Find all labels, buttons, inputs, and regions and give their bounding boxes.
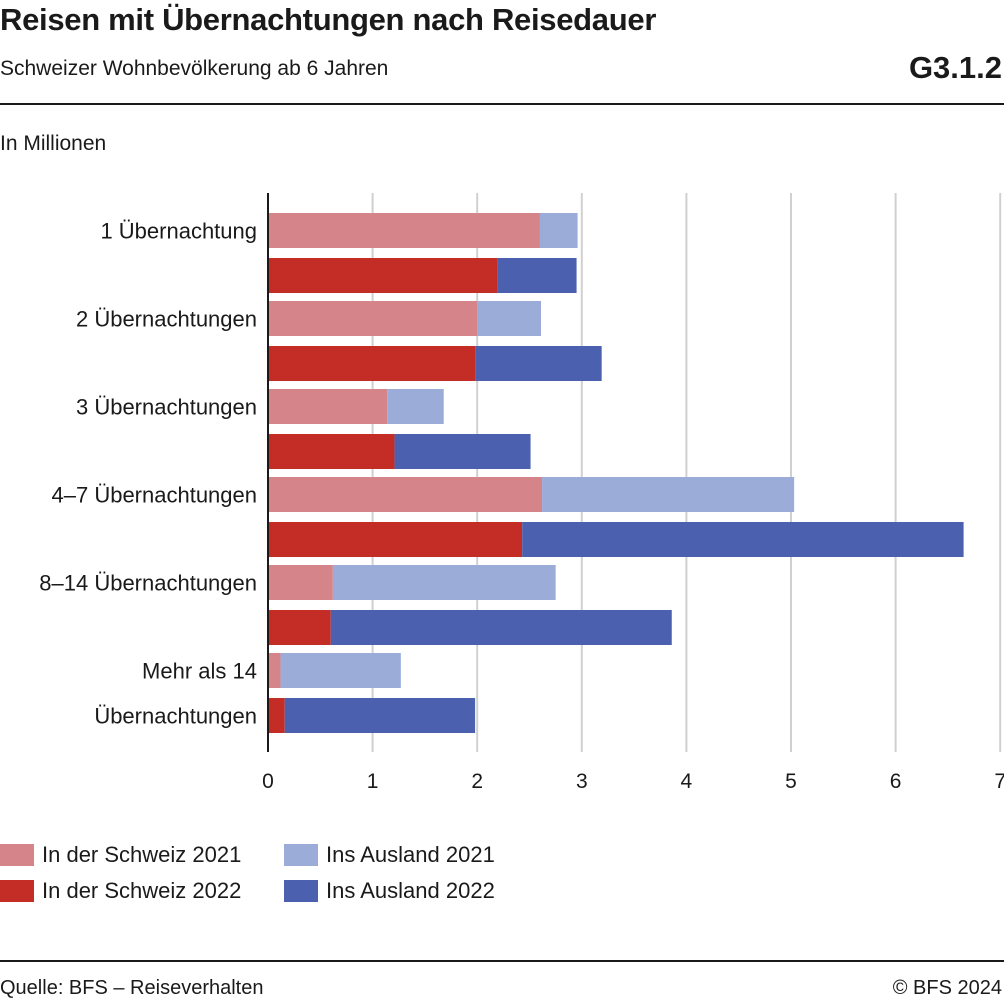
bar-segment [387, 389, 444, 424]
x-tick-label: 4 [681, 770, 693, 793]
x-tick-label: 0 [262, 770, 274, 793]
category-label: 3 Übernachtungen [76, 395, 257, 420]
bar-segment [477, 301, 542, 336]
x-tick-label: 2 [471, 770, 483, 793]
chart-title: Reisen mit Übernachtungen nach Reisedaue… [0, 2, 657, 37]
x-tick-label: 6 [890, 770, 902, 793]
legend-label: Ins Ausland 2021 [326, 842, 495, 867]
category-label: 4–7 Übernachtungen [52, 483, 258, 508]
bar-segment [522, 522, 964, 557]
legend-item-schweiz-2022: In der Schweiz 2022 [0, 878, 241, 904]
legend-label: In der Schweiz 2021 [42, 842, 242, 867]
x-tick-label: 7 [994, 770, 1004, 793]
bar-segment [394, 434, 531, 469]
bar-segment [542, 477, 795, 512]
bar-segment [268, 610, 331, 645]
bar-segment [268, 565, 333, 600]
bar-segment [332, 565, 556, 600]
legend-swatch [0, 880, 34, 902]
source-note: Quelle: BFS – Reiseverhalten [0, 977, 264, 999]
bar-segment [497, 258, 577, 293]
bar-segment [268, 477, 543, 512]
legend-item-ausland-2022: Ins Ausland 2022 [284, 878, 495, 904]
bar-segment [280, 653, 401, 688]
bar-segment [268, 346, 476, 381]
footer-rule [0, 960, 1004, 962]
category-label: Mehr als 14 [142, 659, 257, 684]
legend-swatch [0, 844, 34, 866]
bar-segment [268, 698, 285, 733]
bar-chart: 0 1 2 3 4 5 6 7 1 Übernachtung 2 Übernachtungen 3 … [39, 193, 1004, 793]
bar-segment [268, 258, 498, 293]
legend-item-ausland-2021: Ins Ausland 2021 [284, 842, 495, 868]
x-tick-label: 5 [785, 770, 797, 793]
header-rule [0, 103, 1004, 105]
category-label: Übernachtungen [94, 704, 257, 729]
legend-label: Ins Ausland 2022 [326, 878, 495, 903]
legend-item-schweiz-2021: In der Schweiz 2021 [0, 842, 241, 868]
legend-swatch [284, 880, 318, 902]
bar-segment [268, 522, 523, 557]
bar-segment [330, 610, 672, 645]
x-tick-label: 3 [576, 770, 588, 793]
bar-segment [268, 389, 388, 424]
bar-segment [539, 213, 578, 248]
bar-segment [268, 213, 540, 248]
legend-swatch [284, 844, 318, 866]
chart-subtitle: Schweizer Wohnbevölkerung ab 6 Jahren [0, 57, 389, 80]
legend-label: In der Schweiz 2022 [42, 878, 242, 903]
chart-code: G3.1.2 [908, 50, 1002, 85]
bar-segment [284, 698, 476, 733]
bar-segment [475, 346, 602, 381]
x-tick-label: 1 [367, 770, 379, 793]
unit-label: In Millionen [0, 132, 107, 155]
copyright-note: © BFS 2024 [892, 977, 1002, 999]
category-label: 1 Übernachtung [100, 219, 257, 244]
category-label: 2 Übernachtungen [76, 307, 257, 332]
category-label: 8–14 Übernachtungen [39, 571, 257, 596]
bar-segment [268, 434, 395, 469]
bar-segment [268, 653, 281, 688]
bar-segment [268, 301, 478, 336]
